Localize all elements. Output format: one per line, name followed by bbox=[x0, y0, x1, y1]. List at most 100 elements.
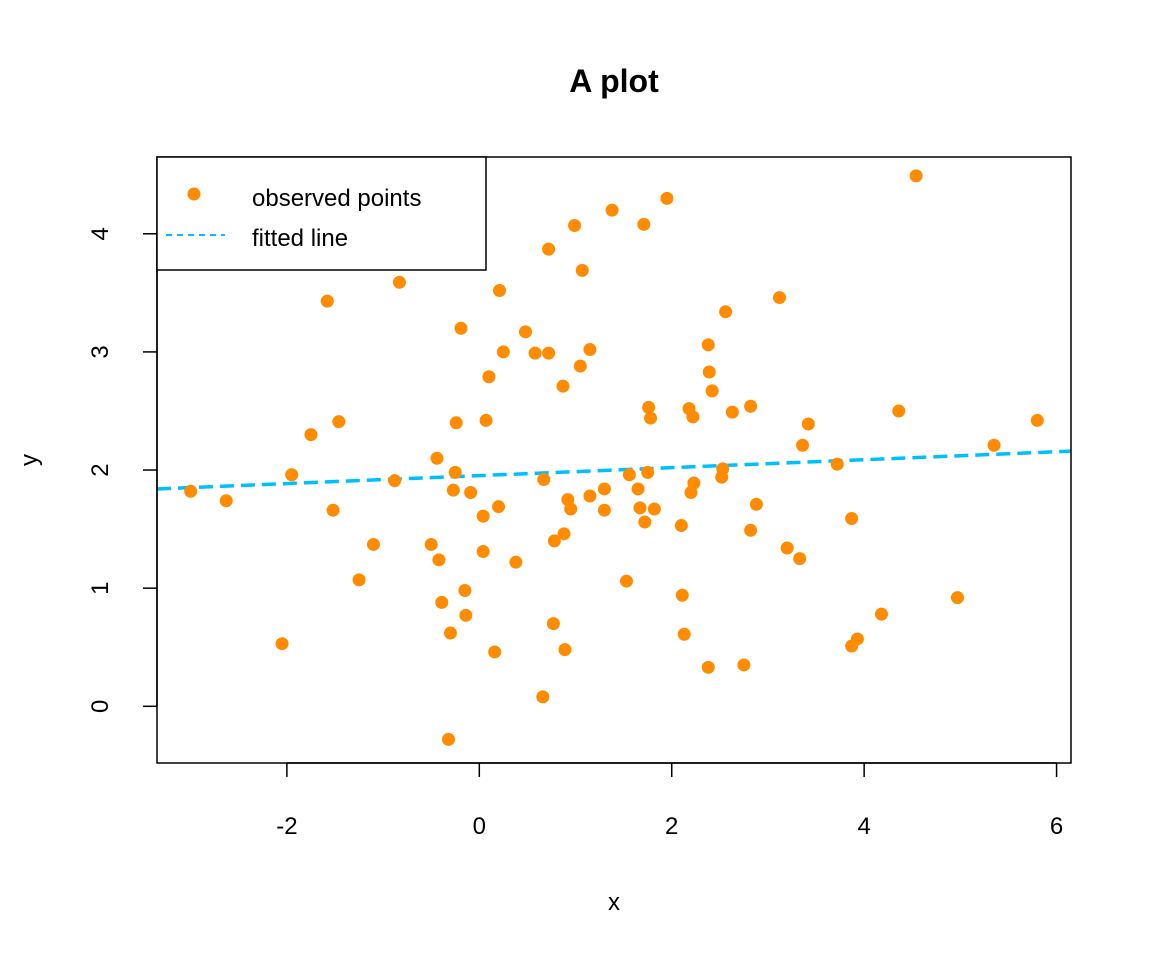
y-tick-label: 0 bbox=[87, 700, 114, 713]
data-point bbox=[482, 370, 496, 384]
data-point bbox=[509, 555, 523, 569]
data-point bbox=[430, 451, 444, 465]
legend-point-marker bbox=[187, 187, 201, 201]
legend-box bbox=[156, 156, 487, 271]
data-point bbox=[326, 503, 340, 517]
data-point bbox=[275, 637, 289, 651]
data-point bbox=[737, 658, 751, 672]
data-point bbox=[892, 404, 906, 418]
data-point bbox=[701, 660, 715, 674]
data-point bbox=[458, 584, 472, 598]
data-point bbox=[845, 511, 859, 525]
data-point bbox=[564, 502, 578, 516]
data-point bbox=[793, 552, 807, 566]
points-layer bbox=[184, 169, 1044, 746]
data-point bbox=[638, 515, 652, 529]
data-point bbox=[285, 468, 299, 482]
chart-title: A plot bbox=[569, 63, 659, 99]
x-axis-label: x bbox=[608, 889, 620, 916]
data-point bbox=[675, 588, 689, 602]
data-point bbox=[622, 468, 636, 482]
x-tick-label: 6 bbox=[1050, 813, 1063, 840]
x-tick-label: 0 bbox=[473, 813, 486, 840]
data-point bbox=[637, 217, 651, 231]
data-point bbox=[537, 472, 551, 486]
data-point bbox=[454, 321, 468, 335]
data-point bbox=[536, 690, 550, 704]
data-point bbox=[493, 283, 507, 297]
data-point bbox=[464, 485, 478, 499]
data-point bbox=[874, 607, 888, 621]
data-point bbox=[528, 346, 542, 360]
data-point bbox=[647, 502, 661, 516]
data-point bbox=[605, 203, 619, 217]
x-tick-label: 2 bbox=[665, 813, 678, 840]
data-point bbox=[749, 497, 763, 511]
data-point bbox=[496, 345, 510, 359]
data-point bbox=[716, 462, 730, 476]
data-point bbox=[320, 294, 334, 308]
data-point bbox=[674, 519, 688, 533]
data-point bbox=[641, 465, 655, 479]
data-point bbox=[950, 591, 964, 605]
data-point bbox=[660, 191, 674, 205]
data-point bbox=[424, 537, 438, 551]
plot-area bbox=[157, 169, 1071, 746]
data-point bbox=[744, 523, 758, 537]
data-point bbox=[476, 509, 490, 523]
data-point bbox=[705, 384, 719, 398]
data-point bbox=[677, 627, 691, 641]
data-point bbox=[987, 438, 1001, 452]
data-point bbox=[642, 400, 656, 414]
data-point bbox=[744, 399, 758, 413]
data-point bbox=[546, 617, 560, 631]
data-point bbox=[388, 474, 402, 488]
data-point bbox=[449, 416, 463, 430]
data-point bbox=[476, 545, 490, 559]
data-point bbox=[830, 457, 844, 471]
y-axis-label: y bbox=[16, 454, 43, 466]
data-point bbox=[583, 489, 597, 503]
x-tick-label: -2 bbox=[276, 813, 297, 840]
data-point bbox=[687, 476, 701, 490]
data-point bbox=[443, 626, 457, 640]
data-point bbox=[1030, 413, 1044, 427]
data-point bbox=[772, 291, 786, 305]
data-point bbox=[597, 503, 611, 517]
data-point bbox=[446, 483, 460, 497]
x-axis: -2 0 2 4 6 bbox=[276, 762, 1063, 840]
data-point bbox=[479, 413, 493, 427]
data-point bbox=[557, 527, 571, 541]
data-point bbox=[780, 541, 794, 555]
legend-label-fitted-line: fitted line bbox=[252, 225, 348, 252]
fitted-line bbox=[157, 449, 1071, 491]
data-point bbox=[556, 379, 570, 393]
data-point bbox=[392, 275, 406, 289]
data-point bbox=[583, 343, 597, 357]
data-point bbox=[796, 438, 810, 452]
data-point bbox=[542, 242, 556, 256]
y-tick-label: 4 bbox=[87, 227, 114, 240]
data-point bbox=[435, 595, 449, 609]
data-point bbox=[304, 428, 318, 442]
data-point bbox=[352, 573, 366, 587]
y-axis: 0 1 2 3 4 bbox=[87, 227, 158, 713]
data-point bbox=[442, 732, 456, 746]
data-point bbox=[633, 501, 647, 515]
data-point bbox=[558, 643, 572, 657]
data-point bbox=[725, 405, 739, 419]
data-point bbox=[366, 537, 380, 551]
data-point bbox=[850, 632, 864, 646]
y-tick-label: 2 bbox=[87, 463, 114, 476]
data-point bbox=[518, 325, 532, 339]
data-point bbox=[448, 465, 462, 479]
data-point bbox=[701, 338, 715, 352]
data-point bbox=[909, 169, 923, 183]
y-tick-label: 3 bbox=[87, 345, 114, 358]
data-point bbox=[644, 411, 658, 425]
data-point bbox=[184, 484, 198, 498]
data-point bbox=[702, 365, 716, 379]
y-tick-label: 1 bbox=[87, 581, 114, 594]
legend: observed points fitted line bbox=[156, 156, 487, 271]
